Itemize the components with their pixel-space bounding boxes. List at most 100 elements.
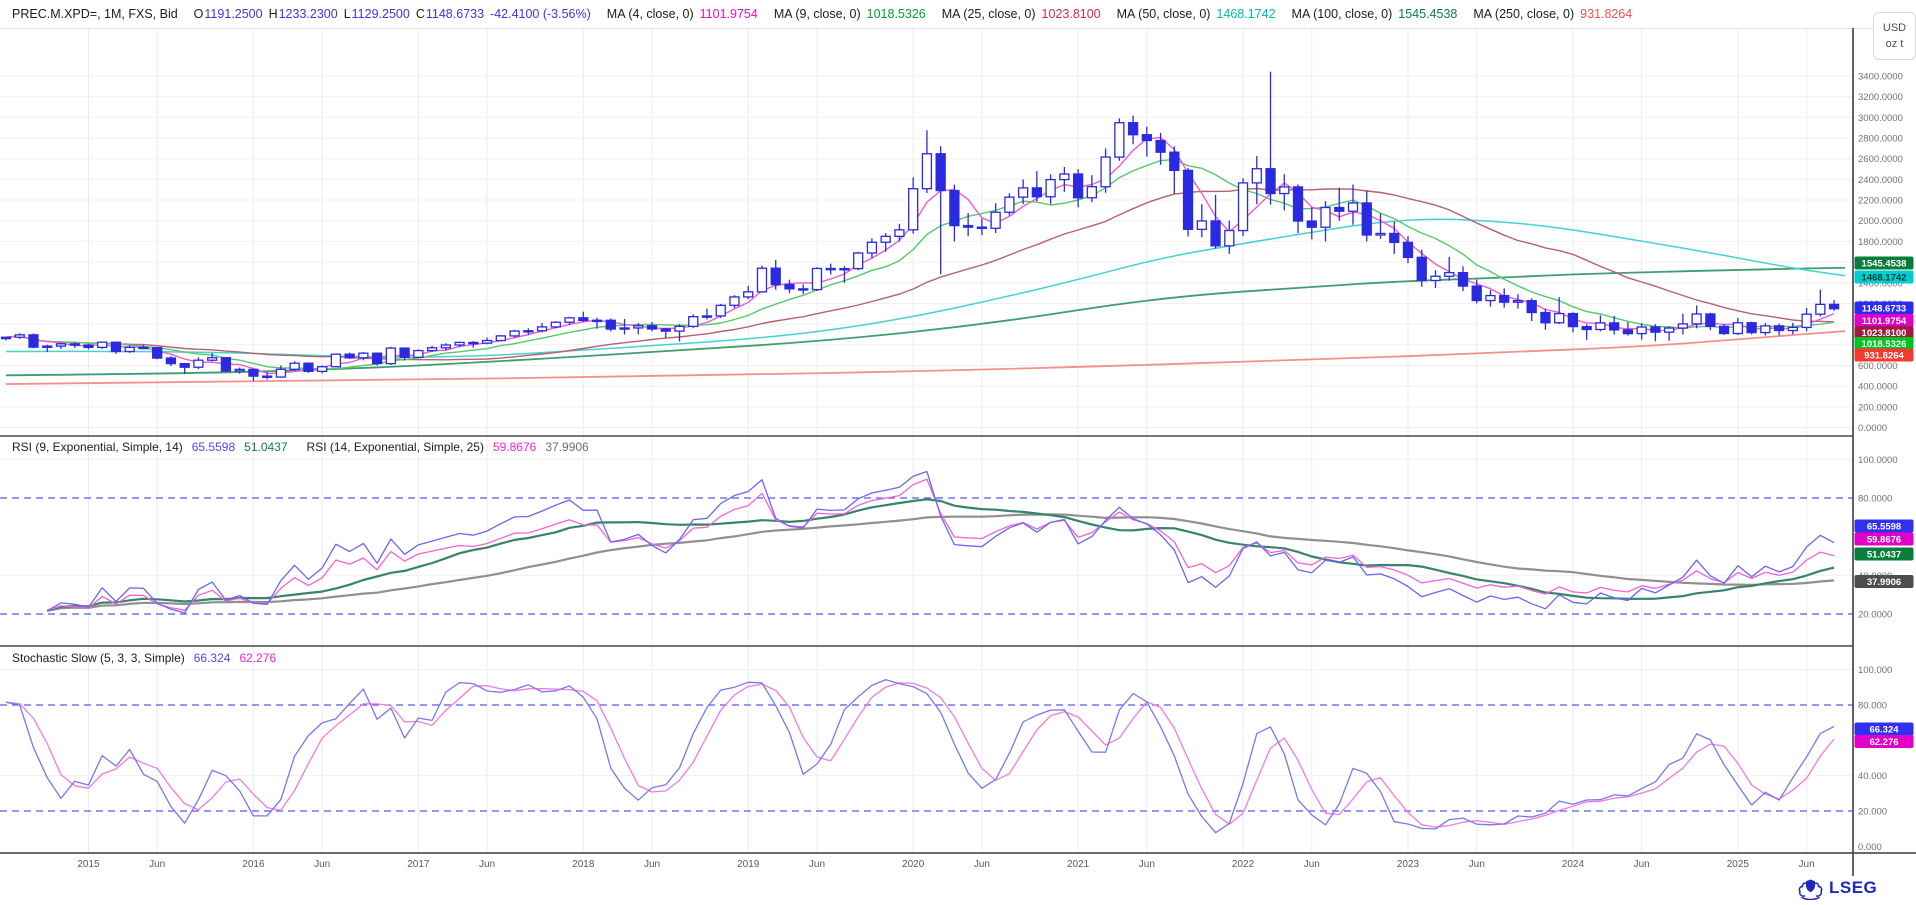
ma-legend-25[interactable]: MA (25, close, 0) 1023.8100 — [941, 7, 1101, 21]
ma-legend-4[interactable]: MA (4, close, 0) 1101.9754 — [606, 7, 758, 21]
svg-text:Jun: Jun — [644, 859, 660, 870]
svg-text:0.000: 0.000 — [1858, 842, 1882, 853]
svg-text:Jun: Jun — [1469, 859, 1485, 870]
rsi-9-average-line — [46, 498, 1835, 612]
svg-text:Jun: Jun — [1799, 859, 1815, 870]
svg-text:2023: 2023 — [1397, 859, 1420, 870]
ma-legend-9[interactable]: MA (9, close, 0) 1018.5326 — [773, 7, 926, 21]
rsi-axis-badges: 65.5598 59.8676 51.0437 37.9906 — [1854, 519, 1914, 588]
rsi-9-line — [46, 470, 1835, 614]
svg-text:66.324: 66.324 — [1869, 725, 1899, 736]
svg-text:2015: 2015 — [77, 859, 100, 870]
high-value: 1233.2300 — [278, 7, 338, 21]
svg-text:2022: 2022 — [1232, 859, 1255, 870]
svg-text:65.5598: 65.5598 — [1867, 522, 1901, 533]
svg-text:2600.0000: 2600.0000 — [1858, 154, 1903, 165]
ohlc-legend[interactable]: O 1191.2500 H 1233.2300 L 1129.2500 C 11… — [194, 7, 591, 21]
open-label: O — [193, 7, 204, 21]
svg-text:62.276: 62.276 — [1869, 737, 1898, 748]
unit-label: oz t — [1885, 38, 1904, 50]
svg-text:Jun: Jun — [314, 859, 330, 870]
svg-text:Jun: Jun — [1139, 859, 1155, 870]
ma-legend-100[interactable]: MA (100, close, 0) 1545.4538 — [1291, 7, 1458, 21]
svg-text:400.0000: 400.0000 — [1858, 382, 1898, 393]
ma-9-line — [5, 158, 1835, 370]
svg-text:1468.1742: 1468.1742 — [1862, 273, 1907, 284]
svg-text:1400.0000: 1400.0000 — [1858, 278, 1903, 289]
svg-text:3200.0000: 3200.0000 — [1858, 92, 1903, 103]
svg-text:20.000: 20.000 — [1858, 807, 1887, 818]
svg-text:200.0000: 200.0000 — [1858, 402, 1898, 413]
svg-text:2024: 2024 — [1562, 859, 1585, 870]
svg-text:1800.0000: 1800.0000 — [1858, 237, 1903, 248]
svg-text:0.0000: 0.0000 — [1858, 423, 1887, 434]
rsi-legend[interactable]: RSI (9, Exponential, Simple, 14) 65.5598… — [12, 440, 589, 454]
svg-text:2019: 2019 — [737, 859, 760, 870]
ma-50-line — [5, 218, 1846, 358]
svg-text:Jun: Jun — [809, 859, 825, 870]
svg-text:Jun: Jun — [1634, 859, 1650, 870]
svg-text:1148.6733: 1148.6733 — [1862, 304, 1906, 315]
candlesticks — [0, 71, 1840, 381]
change-value: -42.4100 (-3.56%) — [490, 7, 591, 21]
svg-text:1545.4538: 1545.4538 — [1862, 259, 1907, 270]
ma-250-line — [5, 330, 1846, 385]
svg-text:51.0437: 51.0437 — [1867, 550, 1901, 561]
ma-4-line — [5, 136, 1835, 375]
svg-text:1101.9754: 1101.9754 — [1862, 316, 1907, 327]
price-axis-badges: 1545.4538 1468.1742 1148.67331101.97541023… — [1854, 256, 1914, 362]
instrument-legend[interactable]: PREC.M.XPD=, 1M, FXS, Bid — [12, 7, 178, 21]
svg-text:80.000: 80.000 — [1858, 701, 1887, 712]
svg-text:2016: 2016 — [242, 859, 265, 870]
stoch-d-line — [5, 682, 1835, 828]
close-value: 1148.6733 — [425, 7, 485, 21]
svg-text:40.000: 40.000 — [1858, 771, 1887, 782]
svg-text:2000.0000: 2000.0000 — [1858, 216, 1903, 227]
svg-text:Jun: Jun — [149, 859, 165, 870]
ma-legend-50[interactable]: MA (50, close, 0) 1468.1742 — [1116, 7, 1276, 21]
rsi-14-line — [46, 478, 1835, 612]
low-label: L — [343, 7, 351, 21]
svg-text:59.8676: 59.8676 — [1867, 535, 1901, 546]
grid — [0, 28, 1853, 853]
svg-text:Jun: Jun — [1304, 859, 1320, 870]
svg-text:2018: 2018 — [572, 859, 595, 870]
rsi-panel — [0, 470, 1853, 615]
svg-text:1023.8100: 1023.8100 — [1862, 328, 1907, 339]
svg-text:2400.0000: 2400.0000 — [1858, 175, 1903, 186]
svg-text:20.0000: 20.0000 — [1858, 610, 1892, 621]
ma-legend-250[interactable]: MA (250, close, 0) 931.8264 — [1473, 7, 1633, 21]
time-axis[interactable]: 2015 Jun 2016 Jun 2017 Jun 2018 Jun 2019 Jun 2020 J… — [77, 859, 1814, 870]
ma-100-line — [5, 266, 1846, 377]
svg-text:931.8264: 931.8264 — [1864, 351, 1904, 362]
panel-frame — [0, 28, 1916, 876]
svg-text:100.0000: 100.0000 — [1858, 455, 1898, 466]
svg-text:2200.0000: 2200.0000 — [1858, 196, 1903, 207]
lseg-logo-text: LSEG — [1829, 878, 1878, 897]
lseg-logo: LSEG — [1797, 876, 1877, 900]
currency-label: USD — [1882, 22, 1907, 34]
svg-text:2017: 2017 — [407, 859, 430, 870]
svg-text:2021: 2021 — [1067, 859, 1090, 870]
ma-25-line — [5, 187, 1835, 361]
high-label: H — [268, 7, 278, 21]
stochastic-legend[interactable]: Stochastic Slow (5, 3, 3, Simple) 66.324… — [12, 651, 277, 665]
svg-text:600.0000: 600.0000 — [1858, 361, 1898, 372]
svg-text:37.9906: 37.9906 — [1867, 577, 1901, 588]
svg-text:1018.5326: 1018.5326 — [1862, 339, 1907, 350]
svg-text:2800.0000: 2800.0000 — [1858, 134, 1903, 145]
svg-text:Jun: Jun — [974, 859, 990, 870]
svg-text:100.000: 100.000 — [1858, 665, 1892, 676]
svg-text:80.0000: 80.0000 — [1858, 494, 1892, 505]
unit-badge: USD oz t — [1873, 12, 1916, 60]
low-value: 1129.2500 — [351, 7, 410, 21]
svg-text:2020: 2020 — [902, 859, 925, 870]
close-label: C — [415, 7, 425, 21]
stochastic-panel — [0, 678, 1853, 834]
open-value: 1191.2500 — [204, 7, 263, 21]
lseg-crest-icon — [1798, 879, 1823, 900]
svg-text:2025: 2025 — [1727, 859, 1750, 870]
